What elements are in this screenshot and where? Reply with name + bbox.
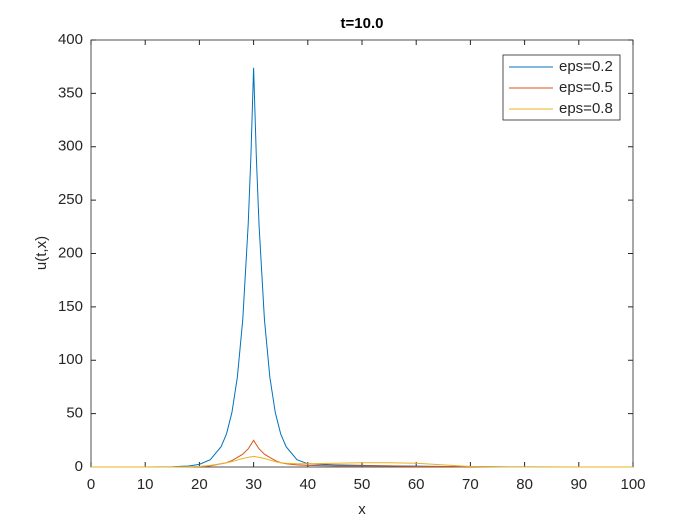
y-tick-label: 0 (75, 458, 83, 475)
legend-label: eps=0.5 (559, 79, 613, 96)
y-tick-label: 400 (58, 31, 83, 48)
y-tick-label: 50 (66, 405, 83, 422)
chart-title: t=10.0 (341, 15, 384, 32)
x-tick-label: 80 (516, 476, 533, 493)
legend-label: eps=0.2 (559, 58, 613, 75)
y-tick-label: 150 (58, 298, 83, 315)
y-tick-label: 300 (58, 138, 83, 155)
x-tick-label: 20 (191, 476, 208, 493)
x-tick-label: 40 (299, 476, 316, 493)
x-tick-label: 100 (620, 476, 645, 493)
series-line (91, 455, 633, 468)
y-tick-label: 100 (58, 351, 83, 368)
legend-label: eps=0.8 (559, 100, 613, 117)
x-tick-label: 70 (462, 476, 479, 493)
x-tick-label: 60 (408, 476, 425, 493)
y-tick-label: 350 (58, 84, 83, 101)
y-axis-label: u(t,x) (33, 236, 50, 270)
x-tick-label: 50 (354, 476, 371, 493)
y-tick-label: 250 (58, 191, 83, 208)
x-tick-label: 10 (137, 476, 154, 493)
x-tick-label: 90 (570, 476, 587, 493)
x-tick-label: 0 (87, 476, 95, 493)
x-axis-label: x (358, 501, 366, 518)
y-tick-label: 200 (58, 244, 83, 261)
x-tick-label: 30 (245, 476, 262, 493)
